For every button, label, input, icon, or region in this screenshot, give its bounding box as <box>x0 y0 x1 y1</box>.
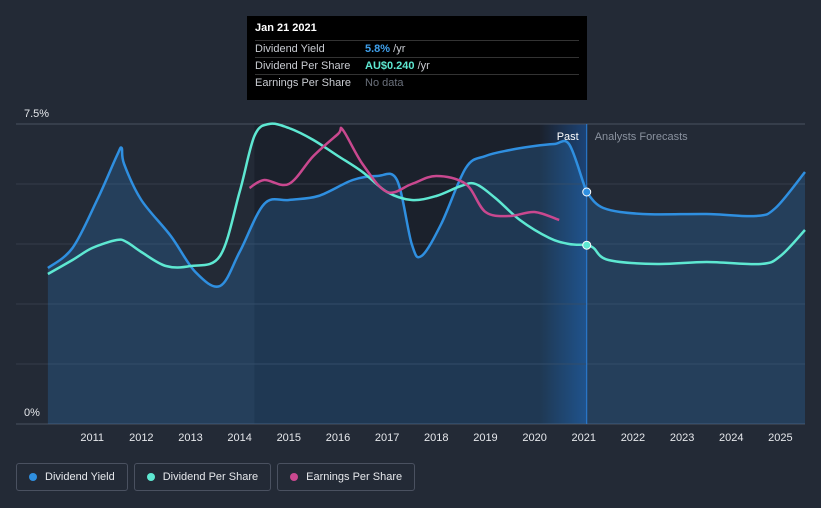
x-tick-label: 2015 <box>277 432 301 444</box>
x-tick-label: 2012 <box>129 432 153 444</box>
legend-dot-icon <box>29 473 37 481</box>
past-label: Past <box>557 131 579 143</box>
tooltip-label: Earnings Per Share <box>255 77 351 89</box>
legend-dividend-yield[interactable]: Dividend Yield <box>16 463 128 491</box>
x-tick-label: 2013 <box>178 432 202 444</box>
x-tick-label: 2017 <box>375 432 399 444</box>
tooltip-row-dividend-per-share: Dividend Per Share AU$0.240 /yr <box>255 57 579 74</box>
dividend-per-share-marker <box>582 240 592 250</box>
tooltip-value: AU$0.240 /yr <box>365 60 430 72</box>
x-tick-label: 2016 <box>326 432 350 444</box>
legend-earnings-per-share[interactable]: Earnings Per Share <box>277 463 416 491</box>
tooltip-value: No data <box>365 77 404 89</box>
hover-markers <box>582 187 592 250</box>
legend-label: Earnings Per Share <box>306 471 403 483</box>
tooltip-date: Jan 21 2021 <box>255 22 317 34</box>
past-region-dark <box>254 124 587 424</box>
past-region-highlight <box>539 124 587 424</box>
dividend-yield-marker <box>582 187 592 197</box>
x-axis-ticks: 2011 2012 2013 2014 2015 2016 2017 2018 2019 2020… <box>80 432 792 444</box>
y-axis-max-label: 7.5% <box>24 108 49 120</box>
tooltip-label: Dividend Yield <box>255 43 325 55</box>
legend-label: Dividend Yield <box>45 471 115 483</box>
tooltip-row-dividend-yield: Dividend Yield 5.8% /yr <box>255 40 579 57</box>
tooltip-row-earnings-per-share: Earnings Per Share No data <box>255 74 579 91</box>
chart-legend: Dividend Yield Dividend Per Share Earnin… <box>16 463 416 491</box>
dividend-yield-line <box>47 139 806 288</box>
x-tick-label: 2018 <box>424 432 448 444</box>
legend-dot-icon <box>290 473 299 481</box>
earnings-per-share-line <box>248 126 560 222</box>
x-tick-label: 2023 <box>670 432 694 444</box>
x-tick-label: 2011 <box>80 432 104 444</box>
forecast-label: Analysts Forecasts <box>595 131 688 143</box>
chart-tooltip: Jan 21 2021 Dividend Yield 5.8% /yr Divi… <box>247 16 587 100</box>
legend-label: Dividend Per Share <box>162 471 259 483</box>
x-tick-label: 2021 <box>572 432 596 444</box>
tooltip-label: Dividend Per Share <box>255 60 351 72</box>
tooltip-value: 5.8% /yr <box>365 43 406 55</box>
x-tick-label: 2019 <box>473 432 497 444</box>
legend-dividend-per-share[interactable]: Dividend Per Share <box>133 463 272 491</box>
x-tick-label: 2020 <box>522 432 546 444</box>
gridlines <box>16 123 805 425</box>
y-axis-min-label: 0% <box>24 407 40 419</box>
x-tick-label: 2025 <box>768 432 792 444</box>
series-lines <box>47 122 806 288</box>
x-tick-label: 2024 <box>719 432 743 444</box>
x-tick-label: 2014 <box>227 432 251 444</box>
x-tick-label: 2022 <box>621 432 645 444</box>
legend-dot-icon <box>146 473 155 481</box>
